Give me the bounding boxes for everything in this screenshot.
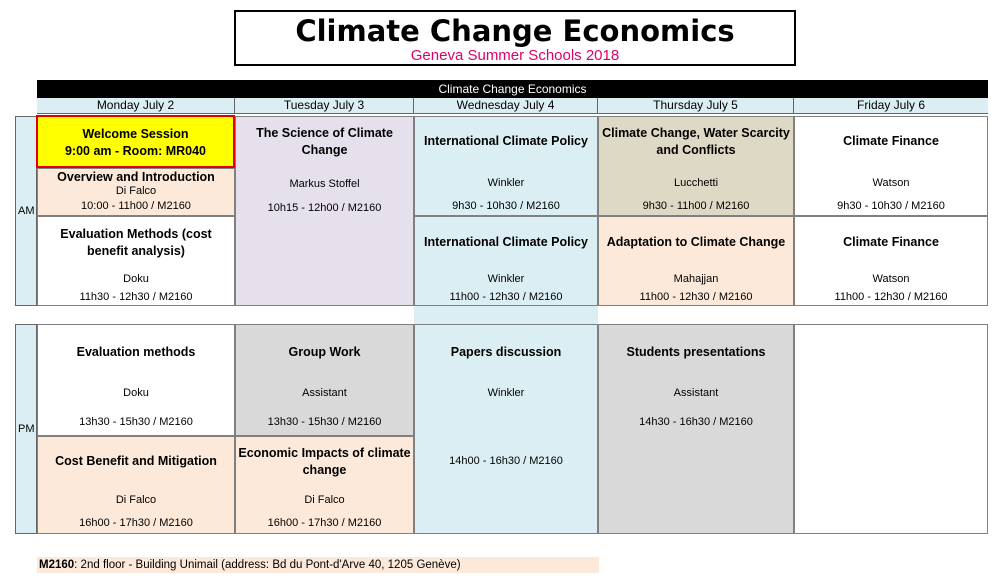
session-time: 11h30 - 12h30 / M2160 <box>79 291 193 303</box>
empty-cell-fri-pm <box>794 324 988 534</box>
welcome-title: Welcome Session <box>82 127 189 141</box>
session-time: 10h15 - 12h00 / M2160 <box>267 202 382 214</box>
session-time: 13h30 - 15h30 / M2160 <box>267 416 382 428</box>
session-cell-thu-2: Adaptation to Climate Change Mahajjan 11… <box>598 216 794 306</box>
session-title: Climate Change, Water Scarcity and Confl… <box>602 126 790 157</box>
session-cell-fri-2: Climate Finance Watson 11h00 - 12h30 / M… <box>794 216 988 306</box>
day-header-wednesday: Wednesday July 4 <box>414 98 598 114</box>
session-title: Evaluation Methods (cost benefit analysi… <box>60 227 212 258</box>
session-cell-mon-4: Cost Benefit and Mitigation Di Falco 16h… <box>37 436 235 534</box>
footer-room-code: M2160 <box>39 559 75 571</box>
session-presenter: Winkler <box>487 387 525 399</box>
session-cell-mon-2: Evaluation Methods (cost benefit analysi… <box>37 216 235 306</box>
session-time: 11h00 - 12h30 / M2160 <box>639 291 753 303</box>
session-cell-fri-1: Climate Finance Watson 9h30 - 10h30 / M2… <box>794 116 988 216</box>
session-cell-tue-2: Group Work Assistant 13h30 - 15h30 / M21… <box>235 324 414 436</box>
day-header-friday: Friday July 6 <box>794 98 988 114</box>
session-presenter: Markus Stoffel <box>289 178 360 190</box>
session-title: Climate Finance <box>843 235 939 249</box>
session-title: Overview and Introduction <box>57 170 215 184</box>
session-presenter: Watson <box>872 177 910 189</box>
session-time: 11h00 - 12h30 / M2160 <box>834 291 948 303</box>
session-title: Evaluation methods <box>76 345 196 359</box>
session-title: Cost Benefit and Mitigation <box>55 454 217 468</box>
session-time: 11h00 - 12h30 / M2160 <box>449 291 563 303</box>
session-presenter: Assistant <box>673 387 719 399</box>
session-presenter: Winkler <box>487 177 525 189</box>
session-presenter: Mahajjan <box>673 273 719 285</box>
session-cell-mon-3: Evaluation methods Doku 13h30 - 15h30 / … <box>37 324 235 436</box>
session-title: International Climate Policy <box>424 235 588 249</box>
wednesday-break-fill <box>414 306 598 324</box>
session-time: 13h30 - 15h30 / M2160 <box>79 416 193 428</box>
session-presenter: Watson <box>872 273 910 285</box>
session-cell-thu-1: Climate Change, Water Scarcity and Confl… <box>598 116 794 216</box>
session-cell-wed-1: International Climate Policy Winkler 9h3… <box>414 116 598 216</box>
session-cell-wed-3: Papers discussion Winkler 14h00 - 16h30 … <box>414 324 598 534</box>
session-cell-thu-3: Students presentations Assistant 14h30 -… <box>598 324 794 534</box>
footer-note: M2160: 2nd floor - Building Unimail (add… <box>37 557 599 573</box>
am-side-label: AM <box>15 116 37 306</box>
session-cell-tue-1: The Science of Climate Change Markus Sto… <box>235 116 414 306</box>
am-label: AM <box>18 205 35 217</box>
session-title: Papers discussion <box>450 345 562 359</box>
session-time: 9h30 - 10h30 / M2160 <box>452 200 560 212</box>
day-header-thursday: Thursday July 5 <box>598 98 794 114</box>
session-title: The Science of Climate Change <box>256 126 393 157</box>
table-title: Climate Change Economics <box>37 80 988 98</box>
welcome-time-room: 9:00 am - Room: MR040 <box>64 144 206 158</box>
session-presenter: Assistant <box>302 387 347 399</box>
session-title: Economic Impacts of climate change <box>238 446 411 477</box>
welcome-session-cell: Welcome Session 9:00 am - Room: MR040 <box>36 115 235 168</box>
session-presenter: Winkler <box>487 273 525 285</box>
pm-label: PM <box>18 423 35 435</box>
day-header-row: Monday July 2 Tuesday July 3 Wednesday J… <box>37 98 988 114</box>
session-time: 9h30 - 10h30 / M2160 <box>837 200 945 212</box>
pm-side-label: PM <box>15 324 37 534</box>
page-subtitle: Geneva Summer Schools 2018 <box>410 47 620 64</box>
session-cell-mon-1: Overview and Introduction Di Falco 10:00… <box>37 168 235 216</box>
session-title: Students presentations <box>626 345 766 359</box>
session-presenter: Di Falco <box>115 185 157 197</box>
day-header-monday: Monday July 2 <box>37 98 235 114</box>
title-box: Climate Change Economics Geneva Summer S… <box>234 10 796 66</box>
session-title: Adaptation to Climate Change <box>606 235 786 249</box>
session-title: Group Work <box>288 345 361 359</box>
session-cell-wed-2: International Climate Policy Winkler 11h… <box>414 216 598 306</box>
session-title: Climate Finance <box>843 134 939 148</box>
session-time: 14h30 - 16h30 / M2160 <box>639 416 753 428</box>
session-presenter: Doku <box>123 387 149 399</box>
session-time: 9h30 - 11h00 / M2160 <box>642 200 750 212</box>
session-title: International Climate Policy <box>424 134 588 148</box>
session-presenter: Lucchetti <box>673 177 719 189</box>
footer-room-description: : 2nd floor - Building Unimail (address:… <box>74 559 461 571</box>
session-presenter: Doku <box>123 273 149 285</box>
session-presenter: Di Falco <box>115 494 157 506</box>
page-title: Climate Change Economics <box>295 14 735 48</box>
session-presenter: Di Falco <box>304 494 345 506</box>
session-time: 16h00 - 17h30 / M2160 <box>79 517 193 529</box>
session-time: 14h00 - 16h30 / M2160 <box>449 455 563 467</box>
session-time: 16h00 - 17h30 / M2160 <box>267 517 382 529</box>
session-time: 10:00 - 11h00 / M2160 <box>81 200 191 212</box>
session-cell-tue-3: Economic Impacts of climate change Di Fa… <box>235 436 414 534</box>
day-header-tuesday: Tuesday July 3 <box>235 98 414 114</box>
